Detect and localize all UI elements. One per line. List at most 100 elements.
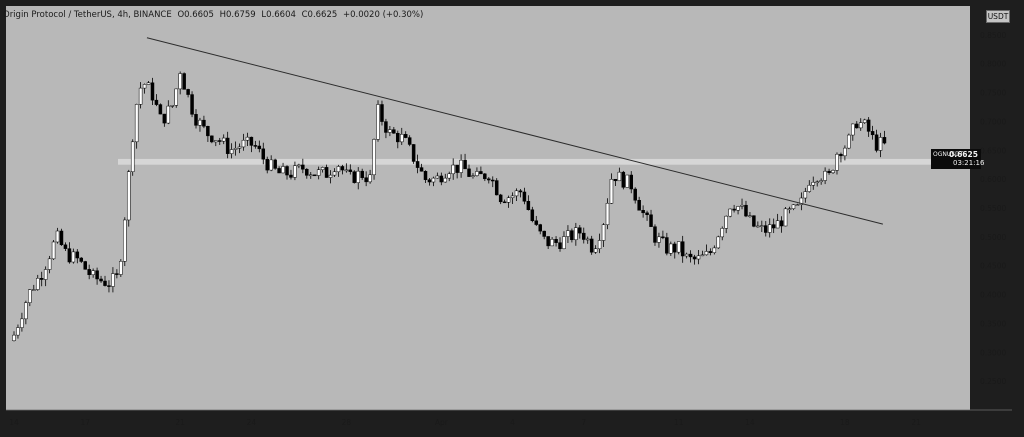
- candle-32[interactable]: [138, 87, 143, 105]
- candle-75[interactable]: [309, 174, 313, 177]
- candle-34[interactable]: [146, 82, 151, 85]
- candle-121[interactable]: [491, 179, 495, 182]
- candle-74[interactable]: [305, 168, 309, 176]
- candle-135[interactable]: [546, 236, 550, 247]
- candle-133[interactable]: [538, 224, 542, 232]
- candle-158[interactable]: [637, 199, 641, 211]
- candle-220[interactable]: [882, 137, 887, 144]
- candle-7[interactable]: [39, 278, 44, 280]
- candle-65[interactable]: [269, 159, 273, 171]
- candle-100[interactable]: [407, 137, 412, 145]
- candle-19[interactable]: [87, 269, 91, 275]
- candle-46[interactable]: [194, 114, 198, 126]
- candle-108[interactable]: [439, 175, 444, 183]
- candle-210[interactable]: [843, 147, 847, 157]
- candle-137[interactable]: [554, 239, 558, 243]
- candle-116[interactable]: [471, 175, 475, 177]
- candle-86[interactable]: [352, 171, 357, 183]
- candle-56[interactable]: [233, 147, 238, 150]
- candle-105[interactable]: [427, 179, 432, 183]
- candle-142[interactable]: [574, 227, 578, 241]
- candle-78[interactable]: [320, 167, 325, 170]
- candle-188[interactable]: [756, 225, 760, 228]
- candle-59[interactable]: [245, 136, 250, 141]
- candle-154[interactable]: [621, 171, 626, 188]
- candle-176[interactable]: [708, 251, 713, 253]
- candle-165[interactable]: [665, 237, 669, 254]
- candle-43[interactable]: [182, 73, 186, 90]
- candle-77[interactable]: [316, 169, 321, 176]
- candle-98[interactable]: [400, 134, 404, 143]
- candle-150[interactable]: [605, 202, 610, 226]
- candle-35[interactable]: [150, 82, 155, 101]
- candle-76[interactable]: [312, 174, 317, 177]
- candle-24[interactable]: [107, 285, 111, 287]
- candle-27[interactable]: [119, 261, 123, 275]
- candle-138[interactable]: [558, 242, 562, 249]
- candle-94[interactable]: [384, 121, 388, 133]
- candle-45[interactable]: [190, 94, 194, 115]
- candle-199[interactable]: [799, 197, 804, 205]
- candle-203[interactable]: [815, 181, 819, 184]
- candle-187[interactable]: [752, 215, 756, 227]
- candle-11[interactable]: [55, 230, 60, 243]
- candle-8[interactable]: [43, 269, 48, 280]
- candle-128[interactable]: [518, 190, 523, 193]
- candle-58[interactable]: [241, 139, 246, 148]
- candle-153[interactable]: [617, 171, 622, 182]
- candle-212[interactable]: [851, 123, 855, 136]
- candle-127[interactable]: [514, 190, 519, 197]
- candle-101[interactable]: [411, 144, 416, 162]
- candle-132[interactable]: [534, 220, 539, 225]
- candle-30[interactable]: [130, 141, 135, 172]
- candle-44[interactable]: [186, 89, 190, 95]
- candle-179[interactable]: [720, 228, 724, 238]
- candle-126[interactable]: [510, 195, 515, 199]
- candle-60[interactable]: [249, 136, 254, 146]
- candle-136[interactable]: [550, 239, 554, 247]
- candle-196[interactable]: [787, 208, 792, 210]
- candle-69[interactable]: [285, 166, 289, 176]
- candle-152[interactable]: [613, 179, 618, 182]
- candle-145[interactable]: [585, 238, 590, 241]
- candle-49[interactable]: [206, 126, 210, 137]
- candle-117[interactable]: [475, 171, 479, 176]
- candle-47[interactable]: [198, 119, 202, 126]
- candle-0[interactable]: [12, 334, 16, 341]
- candle-194[interactable]: [779, 220, 784, 227]
- candle-26[interactable]: [115, 273, 119, 275]
- candle-180[interactable]: [724, 215, 728, 229]
- candle-71[interactable]: [293, 165, 297, 178]
- candle-51[interactable]: [214, 140, 218, 143]
- candle-175[interactable]: [704, 251, 709, 256]
- candle-38[interactable]: [162, 113, 167, 124]
- candle-111[interactable]: [451, 164, 455, 175]
- candle-57[interactable]: [237, 146, 242, 149]
- candle-213[interactable]: [855, 123, 859, 129]
- candle-73[interactable]: [301, 164, 305, 170]
- candle-92[interactable]: [376, 104, 380, 140]
- candle-2[interactable]: [20, 318, 24, 328]
- candle-148[interactable]: [597, 240, 602, 250]
- candle-106[interactable]: [431, 177, 436, 183]
- candle-50[interactable]: [210, 135, 214, 143]
- candle-88[interactable]: [360, 170, 364, 178]
- candle-114[interactable]: [463, 159, 467, 170]
- candle-52[interactable]: [217, 140, 222, 142]
- candle-22[interactable]: [99, 278, 103, 282]
- candle-102[interactable]: [415, 161, 420, 168]
- candle-12[interactable]: [59, 230, 64, 246]
- candle-23[interactable]: [103, 280, 107, 286]
- candle-13[interactable]: [63, 244, 68, 249]
- candle-18[interactable]: [83, 261, 87, 270]
- candle-21[interactable]: [95, 270, 99, 280]
- candle-166[interactable]: [669, 243, 673, 254]
- candle-63[interactable]: [261, 148, 266, 160]
- candle-209[interactable]: [839, 153, 843, 157]
- candle-144[interactable]: [582, 232, 586, 240]
- candle-109[interactable]: [443, 177, 448, 183]
- candle-62[interactable]: [257, 145, 262, 150]
- candle-162[interactable]: [653, 226, 657, 243]
- candle-160[interactable]: [645, 212, 649, 215]
